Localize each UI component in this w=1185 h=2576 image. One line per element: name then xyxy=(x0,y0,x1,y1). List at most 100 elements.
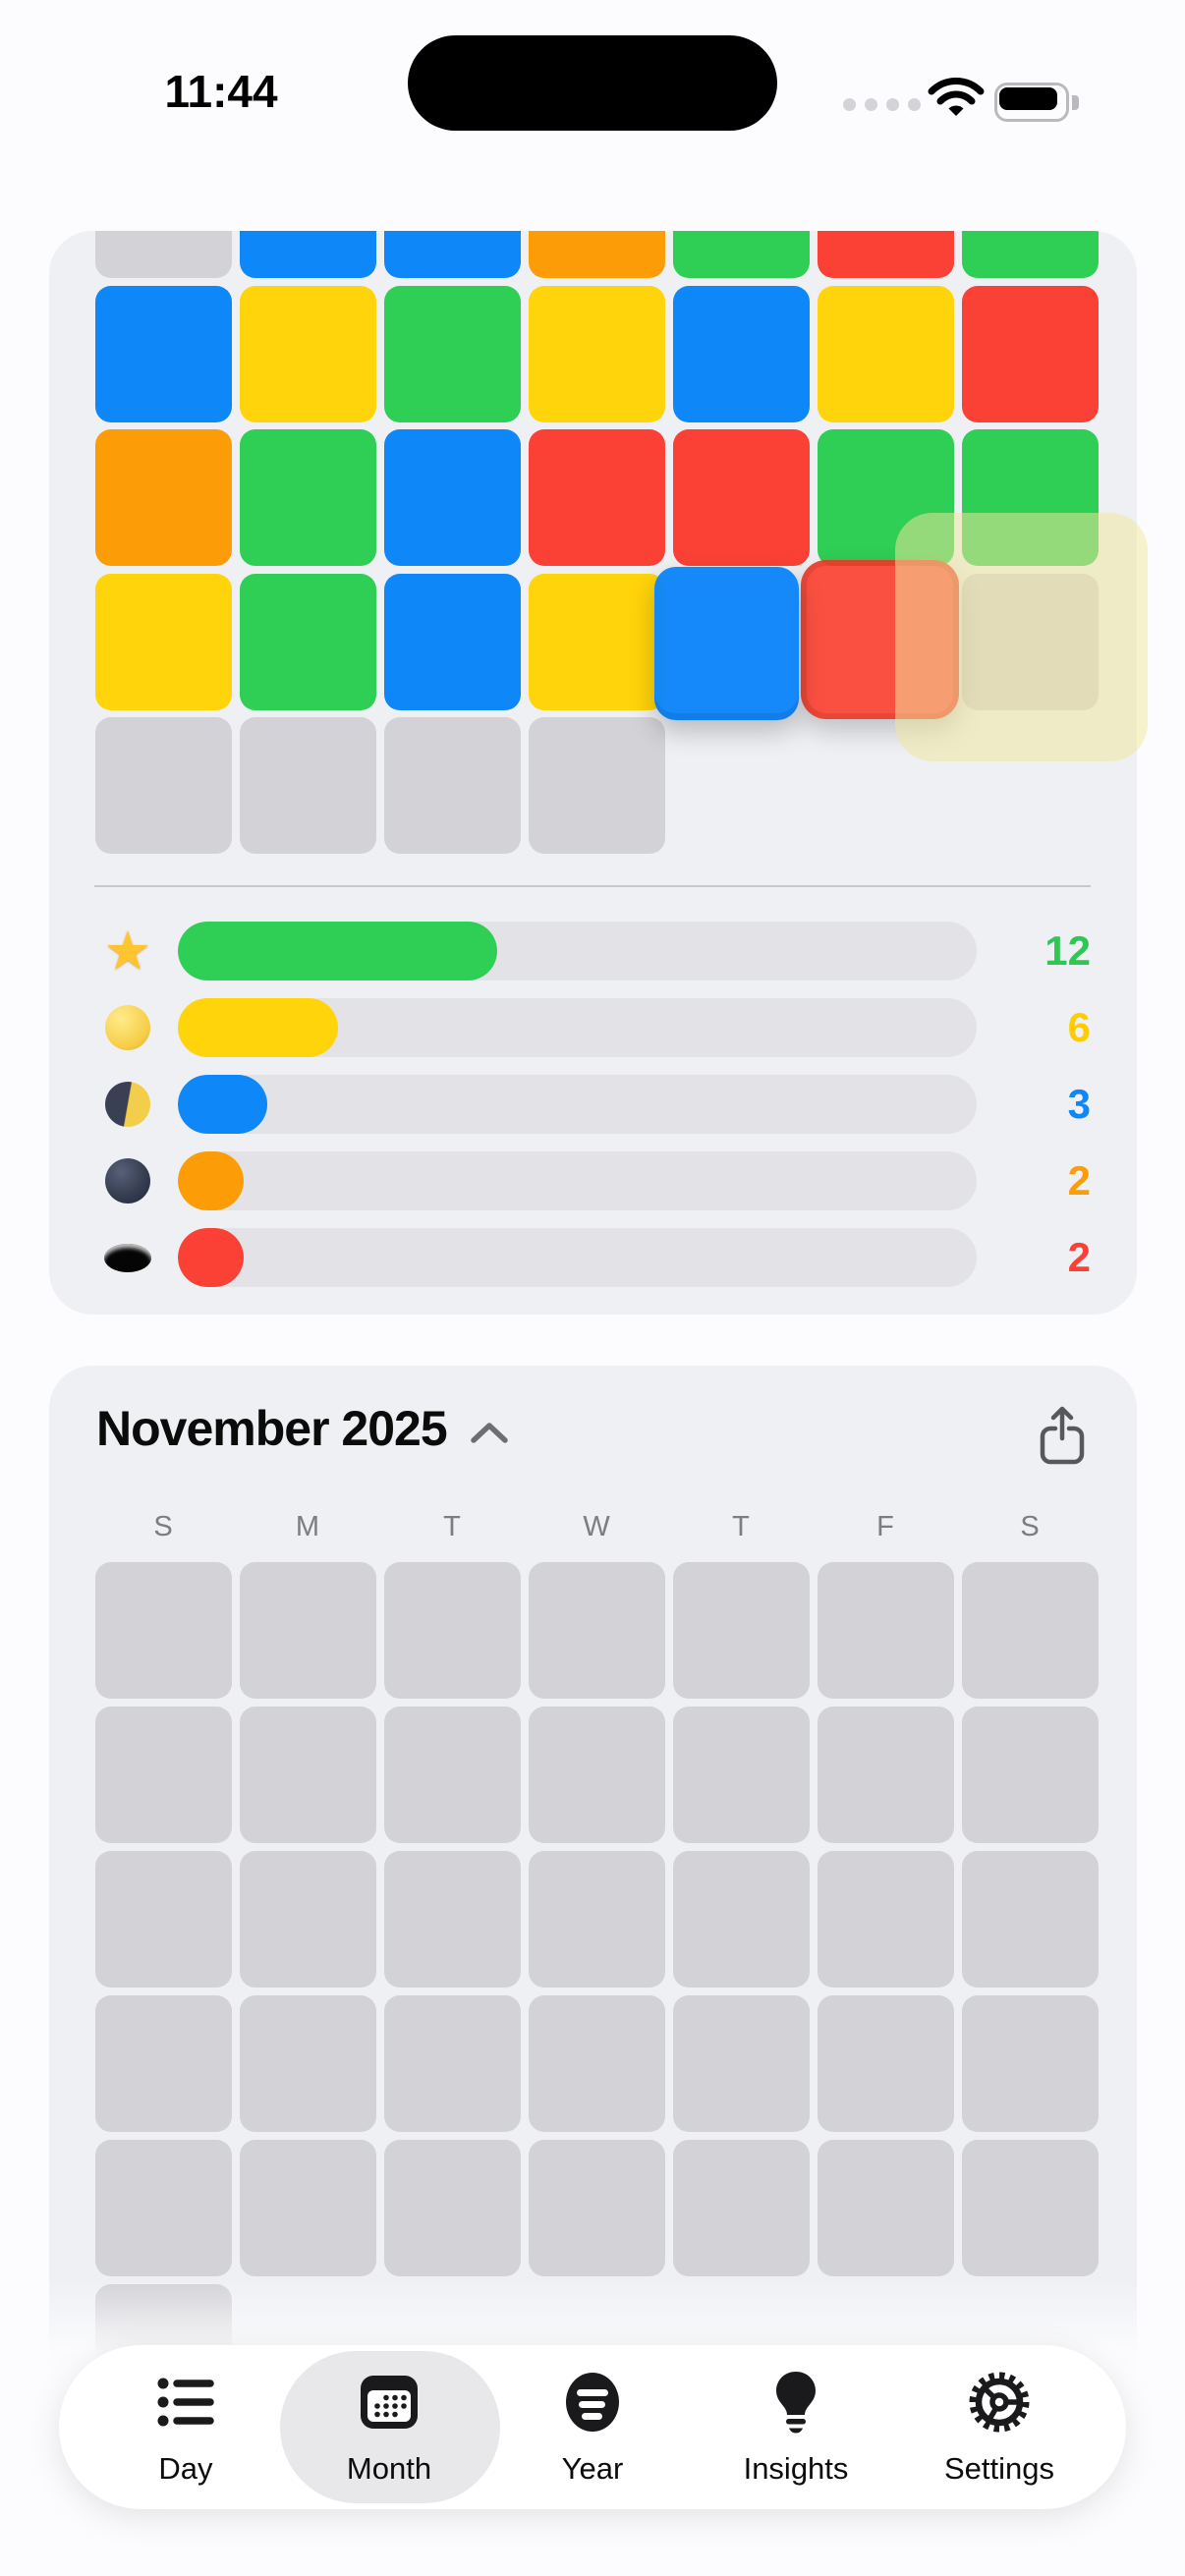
calendar-day-cell[interactable] xyxy=(817,2140,954,2276)
progress-fill xyxy=(178,998,338,1057)
calendar-day-cell[interactable] xyxy=(239,1707,376,1843)
tab-settings[interactable]: Settings xyxy=(935,2345,1063,2509)
stat-value: 2 xyxy=(1067,1234,1091,1280)
calendar-day-cell[interactable] xyxy=(961,1995,1099,2132)
mood-day-cell[interactable] xyxy=(528,429,665,566)
calendar-day-cell[interactable] xyxy=(817,1995,954,2132)
mood-day-cell[interactable] xyxy=(528,573,665,710)
stat-row-good: 6 xyxy=(94,989,1091,1066)
tab-month[interactable]: Month xyxy=(325,2345,453,2509)
drop-target-highlight xyxy=(895,513,1148,761)
stat-value: 12 xyxy=(1044,927,1091,974)
mood-day-cell[interactable] xyxy=(94,231,232,278)
calendar-day-cell[interactable] xyxy=(672,1851,810,1988)
calendar-day-cell[interactable] xyxy=(94,2140,232,2276)
tab-label: Settings xyxy=(943,2451,1054,2486)
weekday-label: F xyxy=(876,1511,894,1542)
mood-day-cell[interactable] xyxy=(383,429,521,566)
mood-day-cell[interactable] xyxy=(239,231,376,278)
year-circle-icon xyxy=(529,2361,656,2443)
mood-day-cell[interactable] xyxy=(383,285,521,422)
chevron-up-icon xyxy=(470,1423,508,1443)
calendar-day-cell[interactable] xyxy=(528,1707,665,1843)
tab-label: Month xyxy=(346,2451,432,2486)
progress-fill xyxy=(178,1151,244,1210)
first-quarter-moon-icon xyxy=(94,1066,161,1143)
calendar-day-cell[interactable] xyxy=(528,1851,665,1988)
calendar-day-cell[interactable] xyxy=(961,1851,1099,1988)
star-icon: ★ xyxy=(103,922,152,980)
mood-day-cell[interactable] xyxy=(94,285,232,422)
mood-day-cell[interactable] xyxy=(817,285,954,422)
calendar-day-cell[interactable] xyxy=(239,1995,376,2132)
calendar-day-cell[interactable] xyxy=(961,1562,1099,1699)
tab-day[interactable]: Day xyxy=(122,2345,250,2509)
calendar-header[interactable]: November 2025 xyxy=(96,1393,510,1464)
mood-day-cell[interactable] xyxy=(383,573,521,710)
calendar-day-cell[interactable] xyxy=(528,1995,665,2132)
calendar-day-cell[interactable] xyxy=(383,1995,521,2132)
calendar-day-cell[interactable] xyxy=(672,1707,810,1843)
mood-day-cell[interactable] xyxy=(239,285,376,422)
mood-day-cell[interactable] xyxy=(672,429,810,566)
hole-icon xyxy=(94,1219,161,1296)
stat-row-great: ★ 12 xyxy=(94,913,1091,989)
dynamic-island xyxy=(408,35,777,131)
mood-day-cell[interactable] xyxy=(383,231,521,278)
new-moon-icon xyxy=(94,1143,161,1219)
mood-day-cell[interactable] xyxy=(528,717,665,854)
weekday-label: T xyxy=(443,1511,461,1542)
calendar-day-cell[interactable] xyxy=(961,1707,1099,1843)
calendar-day-cell[interactable] xyxy=(94,1851,232,1988)
stat-row-awful: 2 xyxy=(94,1219,1091,1296)
calendar-day-cell[interactable] xyxy=(239,1562,376,1699)
mood-day-cell[interactable] xyxy=(961,285,1099,422)
mood-day-cell[interactable] xyxy=(817,231,954,278)
calendar-day-cell[interactable] xyxy=(817,1562,954,1699)
calendar-day-cell[interactable] xyxy=(94,1995,232,2132)
tab-year[interactable]: Year xyxy=(529,2345,656,2509)
calendar-day-cell[interactable] xyxy=(672,1562,810,1699)
stats-divider xyxy=(94,885,1091,887)
mood-day-cell[interactable] xyxy=(239,573,376,710)
full-moon-icon xyxy=(94,989,161,1066)
mood-day-cell[interactable] xyxy=(239,717,376,854)
calendar-day-cell[interactable] xyxy=(528,1562,665,1699)
calendar-day-cell[interactable] xyxy=(94,1562,232,1699)
progress-fill xyxy=(178,1075,267,1134)
mood-day-cell[interactable] xyxy=(961,231,1099,278)
stat-row-bad: 2 xyxy=(94,1143,1091,1219)
calendar-day-cell[interactable] xyxy=(672,1995,810,2132)
calendar-day-cell[interactable] xyxy=(239,2140,376,2276)
mood-day-cell[interactable] xyxy=(383,717,521,854)
calendar-day-cell[interactable] xyxy=(672,2140,810,2276)
calendar-day-cell[interactable] xyxy=(383,1851,521,1988)
mood-day-cell[interactable] xyxy=(528,231,665,278)
mood-day-cell[interactable] xyxy=(94,573,232,710)
calendar-day-cell[interactable] xyxy=(383,1707,521,1843)
weekday-label: S xyxy=(153,1511,173,1542)
calendar-day-cell[interactable] xyxy=(239,1851,376,1988)
calendar-day-cell[interactable] xyxy=(961,2140,1099,2276)
mood-day-cell[interactable] xyxy=(672,231,810,278)
calendar-day-cell[interactable] xyxy=(817,1707,954,1843)
mood-day-cell[interactable] xyxy=(672,285,810,422)
stat-value: 2 xyxy=(1067,1157,1091,1204)
mood-day-cell[interactable] xyxy=(94,717,232,854)
mood-day-cell[interactable] xyxy=(239,429,376,566)
mood-day-cell[interactable] xyxy=(94,429,232,566)
cellular-signal-icon xyxy=(843,98,921,111)
calendar-day-cell[interactable] xyxy=(528,2140,665,2276)
lightbulb-icon xyxy=(732,2361,860,2443)
calendar-day-cell[interactable] xyxy=(94,1707,232,1843)
tab-insights[interactable]: Insights xyxy=(732,2345,860,2509)
calendar-day-cell[interactable] xyxy=(817,1851,954,1988)
share-icon[interactable] xyxy=(1039,1405,1086,1468)
mood-day-cell[interactable] xyxy=(528,285,665,422)
wifi-icon xyxy=(928,77,985,116)
calendar-day-cell[interactable] xyxy=(383,2140,521,2276)
calendar-day-cell[interactable] xyxy=(383,1562,521,1699)
weekday-label: W xyxy=(583,1511,610,1542)
dragged-blue-square[interactable] xyxy=(654,567,799,720)
